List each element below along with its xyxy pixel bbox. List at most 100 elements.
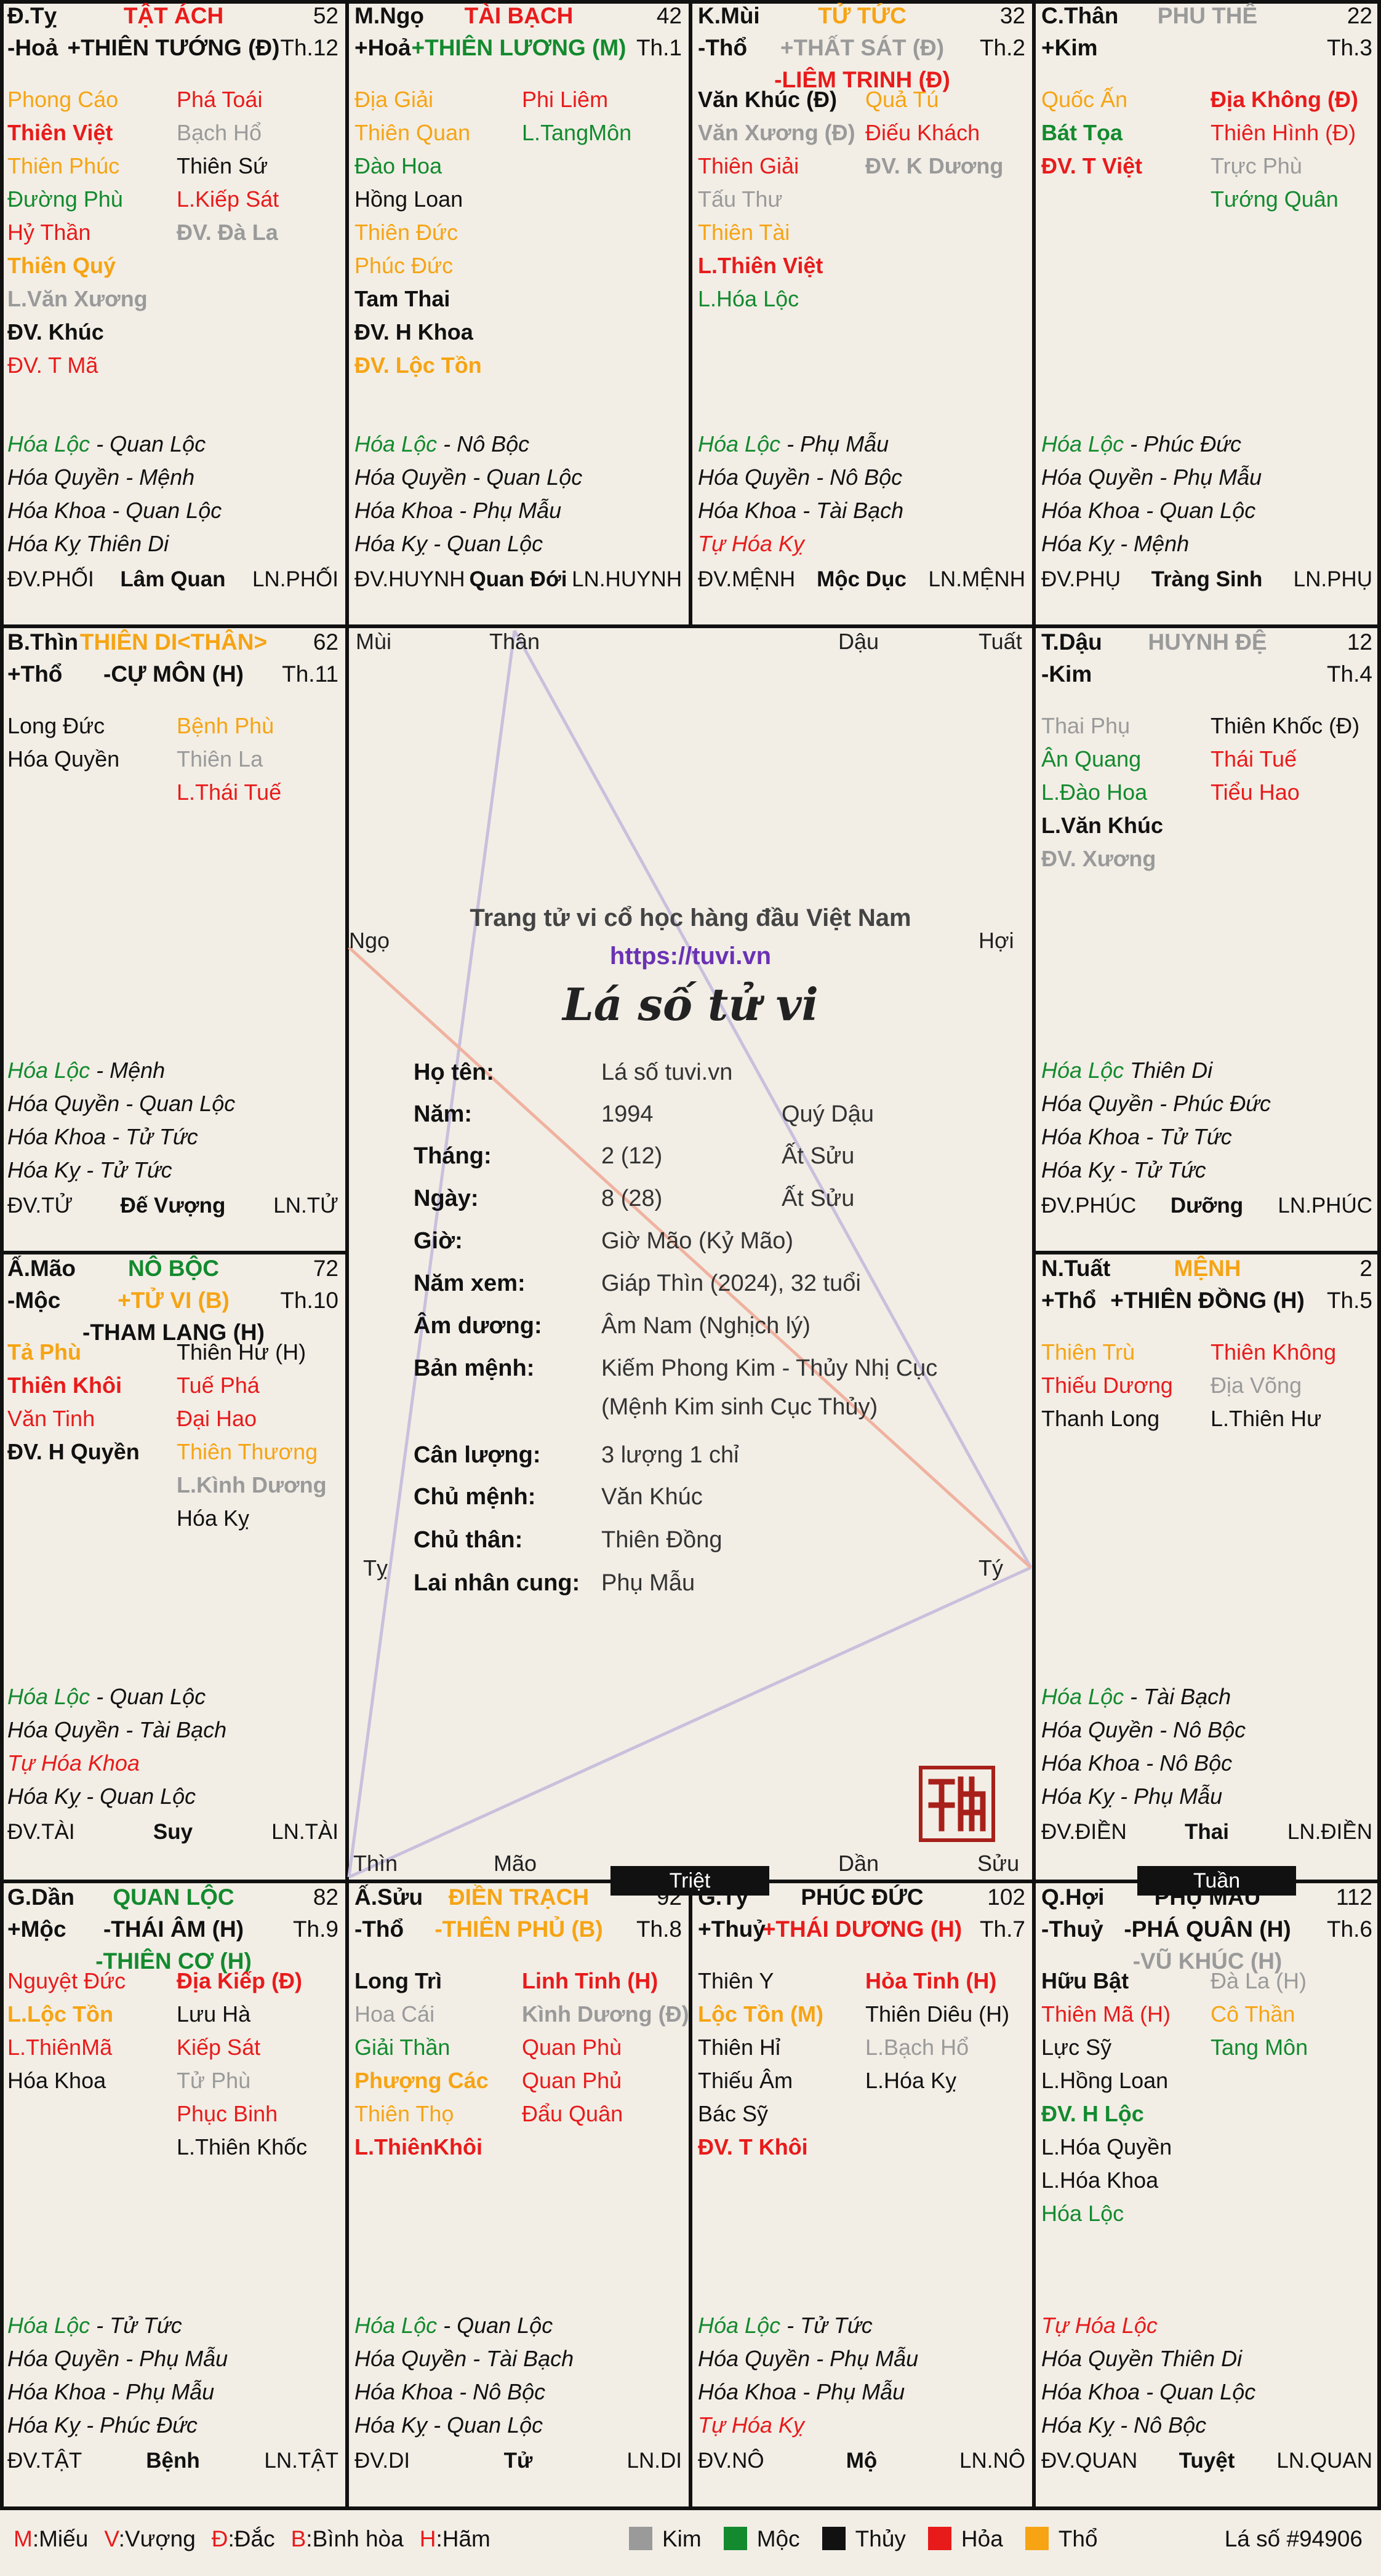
palace-header-tc: ĐIỀN TRẠCH [448,1884,590,1910]
hoa-line: Tự Hóa Lộc [1041,2309,1375,2342]
hoa-line: Hóa Khoa - Quan Lộc [1041,494,1375,527]
info-value: Kiếm Phong Kim - Thủy Nhị Cục [601,1355,938,1381]
hoa-line: Tự Hóa Kỵ [698,2409,1028,2442]
hoa-target: - Quan Lộc [90,1684,206,1709]
star-column-right: Thiên Hư (H) Tuế Phá Đại Hao Thiên Thương L.… [174,1336,343,1535]
element-label: Hỏa [961,2526,1003,2551]
hoa-target: - Tử Tức [780,2313,873,2338]
hoa-line: Hóa Khoa - Tử Tức [1041,1120,1375,1154]
star-name: ĐV. H Lộc [1041,2101,1144,2126]
palace-header-bc: -THIÊN PHỦ (B) [434,1916,603,1942]
palace-header-br: Th.5 [1326,1288,1372,1313]
info-value: 3 lượng 1 chỉ [601,1442,739,1468]
star-name: Cô Thần [1211,2001,1295,2027]
hoa-line: Hóa Quyền - Nô Bộc [1041,1713,1375,1747]
hoa-list: Hóa Lộc - Tử Tức Hóa Quyền - Phụ Mẫu Hóa K… [698,2309,1028,2442]
hoa-line: Hóa Quyền Thiên Di [1041,2342,1375,2375]
palace-header-bl: +Kim [1041,35,1098,60]
element-swatch [927,2527,951,2550]
hoa-line: Hóa Khoa - Quan Lộc [1041,2375,1375,2409]
star-name: Đào Hoa [354,153,442,178]
palace-cthan[interactable]: C.Thân PHU THÊ 22 +Kim Th.3 Quốc Ấn Bát Tọa ĐV.… [1034,0,1381,626]
star-name: Linh Tinh (H) [522,1968,658,1993]
star-name: L.Văn Xương [7,286,148,311]
hoa-list: Tự Hóa Lộc Hóa Quyền Thiên Di Hóa Khoa - Q… [1041,2309,1375,2442]
center-tagline: Trang tử vi cổ học hàng đầu Việt Nam [470,904,911,931]
hoa-name: Hóa Kỵ [1041,2412,1115,2438]
hoa-name: Hóa Quyền [1041,1091,1154,1116]
hoa-name: Hóa Lộc [7,1058,90,1083]
palace-amao[interactable]: Ấ.Mão NÔ BỘC 72 -Mộc +TỬ VI (B) Th.10 -THAM LA… [0,1253,347,1881]
star-column-left: Thiên Trù Thiếu Dương Thanh Long [1041,1336,1208,1435]
footer-truong-sinh: Tuyệt [1179,2449,1235,2473]
corner-label: Thìn [353,1851,398,1876]
element-swatch [822,2527,846,2550]
palace-header-br: Th.1 [636,35,682,60]
star-name: Đường Phù [7,186,123,212]
hoa-name: Tự Hóa Khoa [7,1750,140,1776]
palace-asuu[interactable]: Ấ.Sửu ĐIỀN TRẠCH 92 -Thổ -THIÊN PHỦ (B) Th.8 L… [347,1881,691,2508]
hoa-name: Hóa Quyền [1041,465,1154,490]
corner-label: Tý [979,1555,1003,1581]
palace-gty[interactable]: G.Tý PHÚC ĐỨC 102 +Thuỷ +THÁI DƯƠNG (H) Th.7 T… [691,1881,1034,2508]
footer-truong-sinh: Dưỡng [1170,1194,1244,1218]
hoa-line: Hóa Khoa - Phụ Mẫu [7,2375,341,2409]
hoa-line: Hóa Kỵ - Tử Tức [7,1154,341,1187]
palace-header-tr: 32 [999,3,1025,28]
palace-header-bl: -Thổ [698,35,748,60]
hoa-target: - Tử Tức [1114,1157,1206,1182]
palace-gdan[interactable]: G.Dần QUAN LỘC 82 +Mộc -THÁI ÂM (H) Th.9 -THIÊ… [0,1881,347,2508]
footer-luu-nien: LN.PHỤ [1293,567,1372,591]
palace-header-tl: M.Ngọ [354,3,425,28]
star-name: Thiên Phúc [7,153,120,178]
hoa-list: Hóa Lộc - Phúc Đức Hóa Quyền - Phụ Mẫu Hóa… [1041,428,1375,560]
star-name: L.Hóa Lộc [698,286,799,311]
hoa-line: Tự Hóa Khoa [7,1747,341,1780]
palace-kmui[interactable]: K.Mùi TỬ TỨC 32 -Thổ +THẤT SÁT (Đ) Th.2 -LIÊM … [691,0,1034,626]
palace-header-bc: -CỰ MÔN (H) [103,661,244,687]
element-label: Thổ [1058,2526,1098,2551]
palace-dty[interactable]: Đ.Tỵ TẬT ÁCH 52 -Hoả +THIÊN TƯỚNG (Đ) Th.12 Ph… [0,0,347,626]
palace-header-tr: 12 [1347,629,1372,655]
footer-luu-nien: LN.PHỐI [252,567,338,591]
star-column-right: Thiên Khốc (Đ) Thái Tuế Tiểu Hao [1208,709,1377,809]
star-name: L.Hóa Khoa [1041,2167,1159,2193]
aspect-line [348,946,1032,1569]
palace-header-tl: G.Dần [7,1884,74,1910]
hoa-target: - Nô Bộc [810,465,903,490]
footer-truong-sinh: Thai [1185,1820,1229,1844]
info-key: Tháng: [414,1143,492,1169]
palace-ntuat[interactable]: N.Tuất MỆNH 2 +Thổ +THIÊN ĐỒNG (H) Th.5 Thiên … [1034,1253,1381,1881]
info-value: Thiên Đồng [601,1527,723,1553]
info-key: Chủ mệnh: [414,1484,536,1510]
palace-qhoi[interactable]: Q.Hợi PHỤ MẪU 112 -Thuỷ -PHÁ QUÂN (H) Th.6 -VŨ… [1034,1881,1381,2508]
hoa-line: Hóa Kỵ - Tử Tức [1041,1154,1375,1187]
footer-dai-van: ĐV.ĐIỀN [1041,1820,1127,1844]
center-url[interactable]: https://tuvi.vn [609,943,772,970]
hoa-target: - Nô Bộc [453,2379,546,2404]
palace-header-br: Th.2 [979,35,1025,60]
star-name: Tam Thai [354,286,450,311]
star-name: Hữu Bật [1041,1968,1129,1993]
palace-header-bl: -Thuỷ [1041,1916,1103,1942]
palace-header: G.Dần QUAN LỘC 82 +Mộc -THÁI ÂM (H) Th.9 -THIÊ… [0,1881,347,1974]
palace-header-tr: 102 [987,1884,1025,1910]
palace-header-bl: -Thổ [354,1916,404,1942]
palace-tdau[interactable]: T.Dậu HUYNH ĐỆ 12 -Kim Th.4 Thai Phụ Ân Quang L… [1034,626,1381,1253]
star-name: ĐV. Đà La [177,220,278,245]
hoa-target: - Nô Bộc [1153,1717,1246,1742]
hoa-line: Hóa Quyền - Phúc Đức [1041,1087,1375,1120]
palace-bthin[interactable]: B.Thìn THIÊN DI<THÂN> 62 +Thổ -CỰ MÔN (H) Th.… [0,626,347,1253]
star-name: L.Thái Tuế [177,780,282,805]
hoa-name: Hóa Kỵ [7,1784,81,1809]
star-name: Tuế Phá [177,1373,260,1398]
info-value: (Mệnh Kim sinh Cục Thủy) [601,1394,878,1420]
brightness-key: Đ [211,2526,228,2551]
palace-header: M.Ngọ TÀI BẠCH 42 +Hoả +THIÊN LƯƠNG (M) Th.1 [347,0,691,62]
hoa-target: - Tử Tức [80,1157,172,1182]
palace-mngo[interactable]: M.Ngọ TÀI BẠCH 42 +Hoả +THIÊN LƯƠNG (M) Th.1 Đ… [347,0,691,626]
star-name: L.Hóa Quyền [1041,2134,1172,2159]
hoa-name: Hóa Khoa [1041,1750,1140,1776]
star-name: L.Kiếp Sát [177,186,279,212]
hoa-line: Hóa Quyền - Phụ Mẫu [7,2342,341,2375]
